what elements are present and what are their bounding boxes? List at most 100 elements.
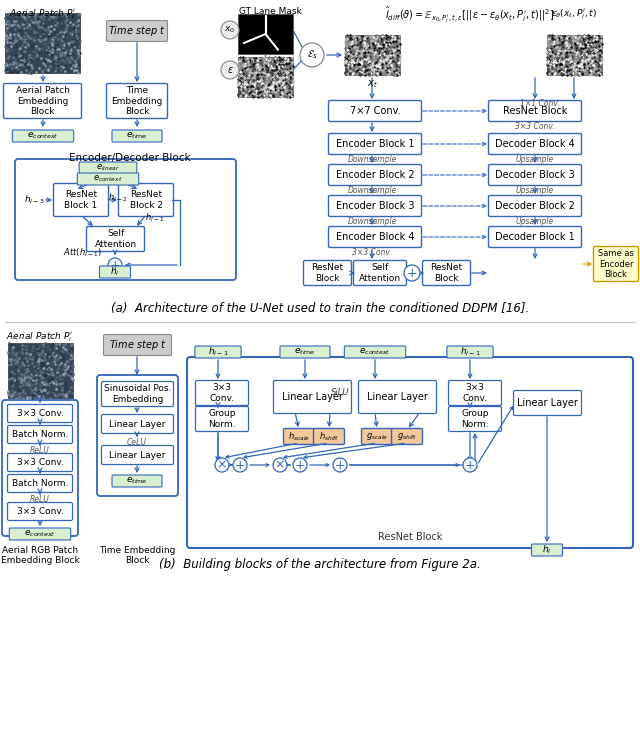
Text: Aerial Patch $P^{\prime}_i$: Aerial Patch $P^{\prime}_i$ (10, 7, 77, 20)
FancyBboxPatch shape (273, 380, 351, 413)
Circle shape (333, 458, 347, 472)
FancyBboxPatch shape (422, 261, 470, 285)
FancyBboxPatch shape (187, 357, 633, 548)
Text: Upsample: Upsample (516, 186, 554, 195)
Bar (238, 57, 293, 97)
Text: 3×3 Conv.: 3×3 Conv. (17, 458, 63, 467)
Text: +: + (406, 267, 417, 279)
Text: Embedding Block: Embedding Block (1, 556, 79, 565)
FancyBboxPatch shape (77, 173, 139, 185)
FancyBboxPatch shape (8, 453, 72, 471)
Text: Encoder Block 2: Encoder Block 2 (336, 170, 414, 180)
FancyBboxPatch shape (362, 428, 392, 444)
Text: Aerial RGB Patch: Aerial RGB Patch (2, 546, 78, 555)
Text: $g_{scale}$: $g_{scale}$ (366, 431, 388, 442)
Circle shape (215, 458, 229, 472)
Text: $h_l$: $h_l$ (110, 266, 120, 279)
FancyBboxPatch shape (104, 334, 172, 355)
Text: $h_{l-1}$: $h_{l-1}$ (207, 346, 228, 358)
Text: $h_{l-2}$: $h_{l-2}$ (108, 192, 127, 204)
Text: $e_{time}$: $e_{time}$ (294, 346, 316, 357)
Text: ResNet
Block 2: ResNet Block 2 (129, 191, 163, 209)
FancyBboxPatch shape (15, 159, 236, 280)
Text: $e_{context}$: $e_{context}$ (27, 131, 59, 142)
Text: 1×1 Conv.: 1×1 Conv. (520, 99, 560, 108)
Text: Self
Attention: Self Attention (359, 264, 401, 282)
Text: $h_{scale}$: $h_{scale}$ (288, 430, 310, 443)
FancyBboxPatch shape (102, 414, 173, 434)
Text: Upsample: Upsample (516, 155, 554, 164)
Text: $x_0$: $x_0$ (225, 25, 236, 35)
FancyBboxPatch shape (593, 246, 639, 282)
Text: Time step $t$: Time step $t$ (109, 338, 166, 352)
Text: Block: Block (125, 556, 149, 565)
FancyBboxPatch shape (8, 502, 72, 520)
FancyBboxPatch shape (102, 446, 173, 465)
Text: Encoder Block 1: Encoder Block 1 (336, 139, 414, 149)
FancyBboxPatch shape (328, 196, 422, 217)
FancyBboxPatch shape (447, 346, 493, 358)
FancyBboxPatch shape (86, 227, 145, 252)
FancyBboxPatch shape (12, 130, 74, 142)
Text: $\hat{l}_{diff}(\vartheta) = \mathbb{E}_{x_0,P^{\prime}_i,t,\epsilon}[||\epsilon: $\hat{l}_{diff}(\vartheta) = \mathbb{E}_… (385, 5, 555, 25)
FancyBboxPatch shape (392, 428, 422, 444)
FancyBboxPatch shape (8, 425, 72, 444)
Text: $\epsilon_\theta(x_t, P^{\prime}_i, t)$: $\epsilon_\theta(x_t, P^{\prime}_i, t)$ (551, 7, 597, 20)
Text: 3×3 Conv.: 3×3 Conv. (17, 507, 63, 516)
FancyBboxPatch shape (99, 266, 131, 278)
Text: Time
Embedding
Block: Time Embedding Block (111, 86, 163, 116)
Text: ResNet
Block 1: ResNet Block 1 (65, 191, 97, 209)
Text: 3×3 Conv.: 3×3 Conv. (17, 409, 63, 418)
FancyBboxPatch shape (106, 20, 168, 41)
Bar (238, 14, 293, 54)
Circle shape (273, 458, 287, 472)
Circle shape (293, 458, 307, 472)
FancyBboxPatch shape (328, 227, 422, 248)
Text: Downsample: Downsample (348, 155, 397, 164)
Text: (a)  Architecture of the U-Net used to train the conditioned DDPM [16].: (a) Architecture of the U-Net used to tr… (111, 302, 529, 315)
Text: $e_{time}$: $e_{time}$ (126, 131, 148, 142)
Text: SiLU: SiLU (331, 388, 349, 397)
Text: $h_l$: $h_l$ (542, 544, 552, 556)
FancyBboxPatch shape (118, 184, 173, 217)
Text: ReLU: ReLU (30, 495, 50, 504)
FancyBboxPatch shape (3, 84, 81, 118)
Text: Linear Layer: Linear Layer (109, 450, 166, 459)
FancyBboxPatch shape (195, 346, 241, 358)
Text: Upsample: Upsample (516, 217, 554, 226)
Text: ×: × (217, 459, 227, 471)
FancyBboxPatch shape (284, 428, 314, 444)
Text: 3×3
Conv.: 3×3 Conv. (209, 383, 234, 403)
FancyBboxPatch shape (102, 382, 173, 407)
Text: ResNet Block: ResNet Block (378, 532, 442, 542)
FancyBboxPatch shape (488, 227, 582, 248)
Text: Encoder Block 4: Encoder Block 4 (336, 232, 414, 242)
Text: Downsample: Downsample (348, 186, 397, 195)
FancyBboxPatch shape (2, 400, 78, 536)
Text: +: + (294, 459, 305, 471)
Text: +: + (335, 459, 346, 471)
Text: Group
Norm.: Group Norm. (208, 410, 236, 428)
Text: +: + (109, 258, 120, 272)
Text: $g_{shift}$: $g_{shift}$ (397, 431, 417, 442)
Text: Batch Norm.: Batch Norm. (12, 479, 68, 488)
Text: $x_t$: $x_t$ (367, 78, 378, 90)
FancyBboxPatch shape (449, 407, 502, 431)
FancyBboxPatch shape (106, 84, 168, 118)
FancyBboxPatch shape (97, 375, 178, 496)
FancyBboxPatch shape (8, 474, 72, 492)
Text: Downsample: Downsample (348, 217, 397, 226)
FancyBboxPatch shape (513, 391, 582, 416)
Text: $h_{l-1}$: $h_{l-1}$ (460, 346, 481, 358)
FancyBboxPatch shape (195, 407, 248, 431)
Text: +: + (235, 459, 245, 471)
Text: (b)  Building blocks of the architecture from Figure 2a.: (b) Building blocks of the architecture … (159, 558, 481, 571)
Text: 3×3 Conv.: 3×3 Conv. (515, 122, 555, 131)
FancyBboxPatch shape (112, 475, 162, 487)
Text: $e_{context}$: $e_{context}$ (93, 174, 123, 184)
Text: $h_{l-3}$: $h_{l-3}$ (24, 194, 45, 206)
Text: Decoder Block 1: Decoder Block 1 (495, 232, 575, 242)
FancyBboxPatch shape (79, 162, 137, 174)
Text: Linear Layer: Linear Layer (109, 419, 166, 428)
Text: $h_{l-1}$: $h_{l-1}$ (145, 212, 164, 224)
